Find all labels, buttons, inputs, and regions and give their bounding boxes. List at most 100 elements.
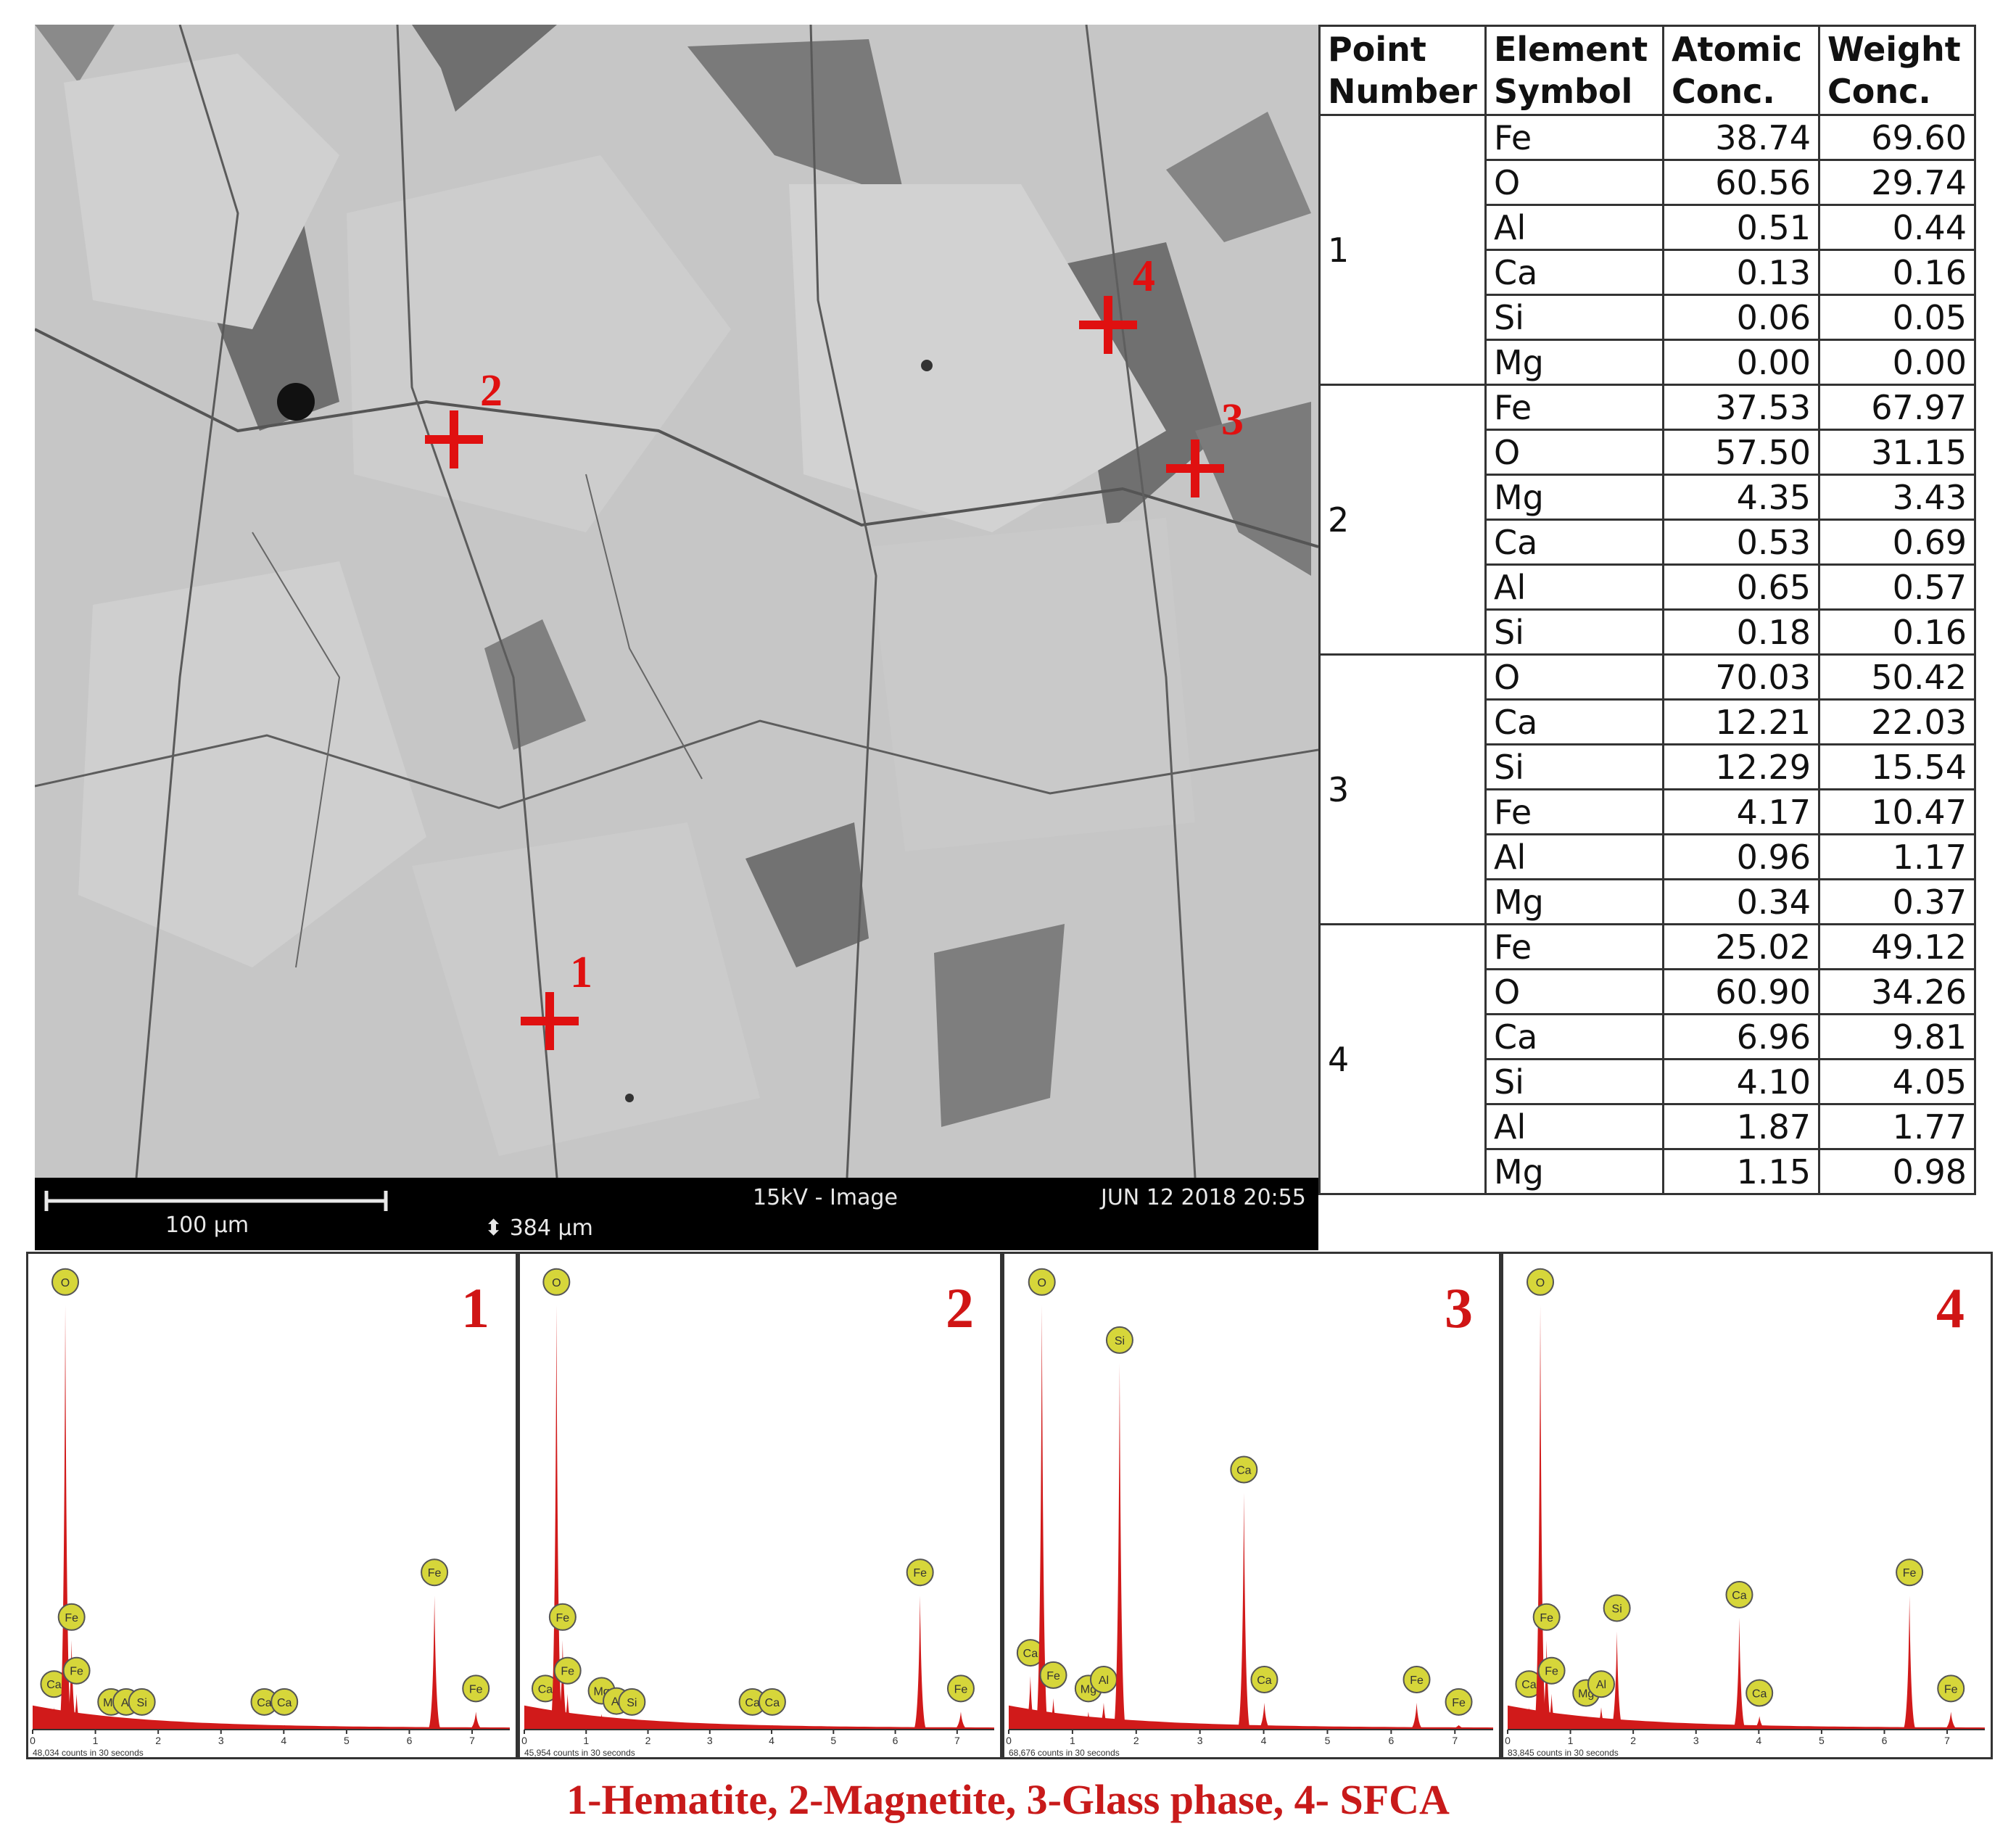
spectrum-peak — [1237, 1492, 1251, 1730]
weight-conc-cell: 15.54 — [1817, 743, 1976, 790]
element-cell: Al — [1484, 563, 1664, 611]
table-header-row: Point Number Element Symbol Atomic Conc.… — [1318, 25, 1976, 116]
atomic-conc-cell: 0.96 — [1661, 833, 1820, 880]
header-point-number: Point Number — [1318, 25, 1487, 116]
peak-label: Al — [1596, 1679, 1606, 1691]
x-tick-label: 0 — [1505, 1735, 1511, 1746]
marker-label-3: 3 — [1221, 395, 1244, 445]
point-number-cell: 3 — [1318, 653, 1487, 925]
table-row: O 60.90 34.26 — [1320, 968, 1976, 1015]
peak-label-circle — [906, 1558, 934, 1587]
weight-conc-cell: 10.47 — [1817, 788, 1976, 835]
table-row: Al 0.96 1.17 — [1320, 833, 1976, 880]
element-cell: Si — [1484, 743, 1664, 790]
atomic-conc-cell: 12.29 — [1661, 743, 1820, 790]
peak-label: Fe — [70, 1666, 83, 1678]
peak-label-circle — [462, 1674, 490, 1703]
spectrum-peak — [428, 1595, 442, 1730]
spectrum-peak — [47, 1707, 61, 1730]
peak-label: Si — [1612, 1603, 1622, 1615]
marker-cross-1 — [521, 992, 579, 1050]
peak-label: Ca — [1521, 1679, 1537, 1691]
peak-label-circle — [1230, 1455, 1258, 1484]
x-tick-label: 2 — [1630, 1735, 1636, 1746]
element-cell: Fe — [1484, 788, 1664, 835]
atomic-conc-cell: 0.13 — [1661, 249, 1820, 296]
x-tick-label: 6 — [893, 1735, 898, 1746]
atomic-conc-cell: 0.65 — [1661, 563, 1820, 611]
spectrum-number: 4 — [1936, 1276, 1965, 1339]
element-cell: O — [1484, 653, 1664, 701]
atomic-conc-cell: 1.87 — [1661, 1103, 1820, 1150]
element-cell: Fe — [1484, 114, 1664, 161]
spectrum-peak — [1452, 1725, 1466, 1730]
marker-cross-2 — [425, 410, 483, 468]
spectrum-peak — [1903, 1595, 1917, 1730]
peak-label: Fe — [1046, 1670, 1060, 1682]
peak-label-circle — [1402, 1666, 1431, 1694]
peak-label: Si — [627, 1697, 637, 1709]
x-tick-label: 2 — [645, 1735, 651, 1746]
table-row: Al 0.51 0.44 — [1320, 204, 1976, 251]
spectrum-background — [1508, 1705, 1985, 1730]
marker-label-4: 4 — [1133, 252, 1155, 301]
atomic-conc-cell: 4.17 — [1661, 788, 1820, 835]
peak-label-circle — [51, 1268, 80, 1296]
table-row: 4 Fe 25.02 49.12 — [1318, 923, 1976, 1195]
element-cell: Al — [1484, 204, 1664, 251]
spectrum-peak — [561, 1693, 574, 1730]
peak-label: Fe — [1410, 1674, 1424, 1687]
spectrum-peak — [1610, 1631, 1624, 1730]
x-tick-label: 7 — [1944, 1735, 1950, 1746]
spectrum-peak — [135, 1725, 149, 1730]
peak-label-circle — [553, 1656, 582, 1685]
scale-label: 100 µm — [165, 1213, 249, 1238]
spectrum-peak — [1035, 1305, 1049, 1730]
x-tick-label: 0 — [521, 1735, 527, 1746]
element-cell: Mg — [1484, 1148, 1664, 1195]
atomic-conc-cell: 1.15 — [1661, 1148, 1820, 1195]
x-tick-label: 5 — [1819, 1735, 1825, 1746]
weight-conc-cell: 22.03 — [1817, 698, 1976, 746]
peak-label: Fe — [1452, 1697, 1466, 1709]
spectrum-peak — [1046, 1698, 1060, 1730]
spectrum-number: 3 — [1445, 1276, 1473, 1339]
table-row: Si 0.06 0.05 — [1320, 294, 1976, 341]
spectrum-peak — [1540, 1640, 1553, 1730]
spectrum-peak — [1753, 1716, 1767, 1730]
x-tick-label: 5 — [830, 1735, 836, 1746]
spectrum-peak — [1944, 1711, 1958, 1730]
weight-conc-cell: 0.00 — [1817, 339, 1976, 386]
counts-label: 45,954 counts in 30 seconds — [524, 1748, 635, 1758]
spectrum-peak — [1732, 1618, 1746, 1730]
peak-label: Fe — [1944, 1683, 1958, 1696]
spectrum-number: 1 — [461, 1276, 489, 1339]
spectrum-peak — [745, 1725, 759, 1730]
marker-label-2: 2 — [480, 366, 503, 416]
peak-label-circle — [1603, 1594, 1631, 1622]
x-tick-label: 6 — [1882, 1735, 1888, 1746]
peak-label: Fe — [469, 1683, 483, 1696]
peak-label-circle — [1445, 1688, 1473, 1716]
peak-label: Fe — [1903, 1567, 1917, 1579]
element-cell: Mg — [1484, 474, 1664, 521]
spectrum-background — [1009, 1705, 1493, 1730]
weight-conc-cell: 1.17 — [1817, 833, 1976, 880]
element-cell: Mg — [1484, 339, 1664, 386]
spectrum-peak — [1545, 1693, 1558, 1730]
field-width-value: 384 µm — [509, 1215, 593, 1241]
peak-label: Ca — [1732, 1590, 1747, 1602]
spectrum-peak — [555, 1640, 569, 1730]
peak-label: O — [1037, 1277, 1046, 1289]
peak-label-circle — [1039, 1661, 1067, 1689]
peak-label: Fe — [1540, 1612, 1553, 1624]
element-cell: Si — [1484, 294, 1664, 341]
atomic-conc-cell: 0.34 — [1661, 878, 1820, 925]
peak-label-circle — [1896, 1558, 1924, 1587]
spectrum-peak — [954, 1711, 967, 1730]
peak-label: O — [552, 1277, 561, 1289]
spectrum-peak — [538, 1711, 552, 1730]
counts-label: 68,676 counts in 30 seconds — [1009, 1748, 1120, 1758]
weight-conc-cell: 50.42 — [1817, 653, 1976, 701]
atomic-conc-cell: 0.18 — [1661, 608, 1820, 656]
